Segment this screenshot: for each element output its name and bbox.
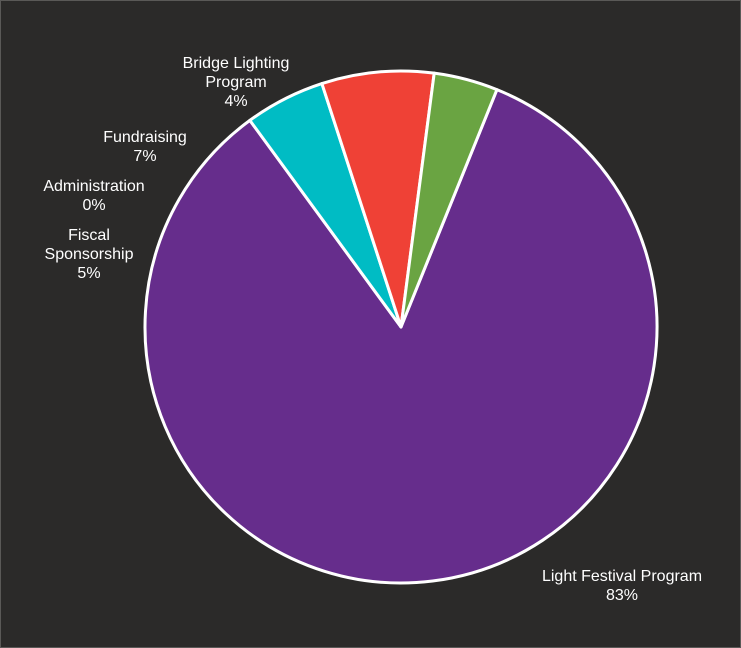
label-bridge-line2: Program <box>205 74 267 91</box>
label-administration-line1: Administration <box>43 178 145 195</box>
label-bridge-line3: 4% <box>224 93 248 110</box>
label-fiscal-line2: Sponsorship <box>44 246 134 263</box>
label-administration: Administration 0% <box>43 177 144 215</box>
label-administration-line2: 0% <box>82 197 106 214</box>
label-fiscal-sponsorship: Fiscal Sponsorship 5% <box>45 226 134 283</box>
pie-slice-light-festival-program <box>143 88 659 585</box>
label-light-festival-line1: Light Festival Program <box>541 568 703 585</box>
pie-slice-bridge-lighting-program <box>399 71 499 329</box>
label-light-festival-line2: 83% <box>605 587 639 604</box>
label-fundraising-line1: Fundraising <box>103 129 187 146</box>
label-bridge-lighting-program: Bridge Lighting Program 4% <box>183 54 290 111</box>
label-light-festival-program: Light Festival Program 83% <box>542 567 702 605</box>
label-bridge-line1: Bridge Lighting <box>182 55 290 72</box>
pie-slice-fundraising <box>320 69 436 329</box>
label-fundraising-line2: 7% <box>133 148 157 165</box>
label-fiscal-line1: Fiscal <box>68 227 110 244</box>
label-fiscal-line3: 5% <box>77 265 101 282</box>
pie-slices <box>143 69 659 585</box>
label-fundraising: Fundraising 7% <box>103 128 187 166</box>
